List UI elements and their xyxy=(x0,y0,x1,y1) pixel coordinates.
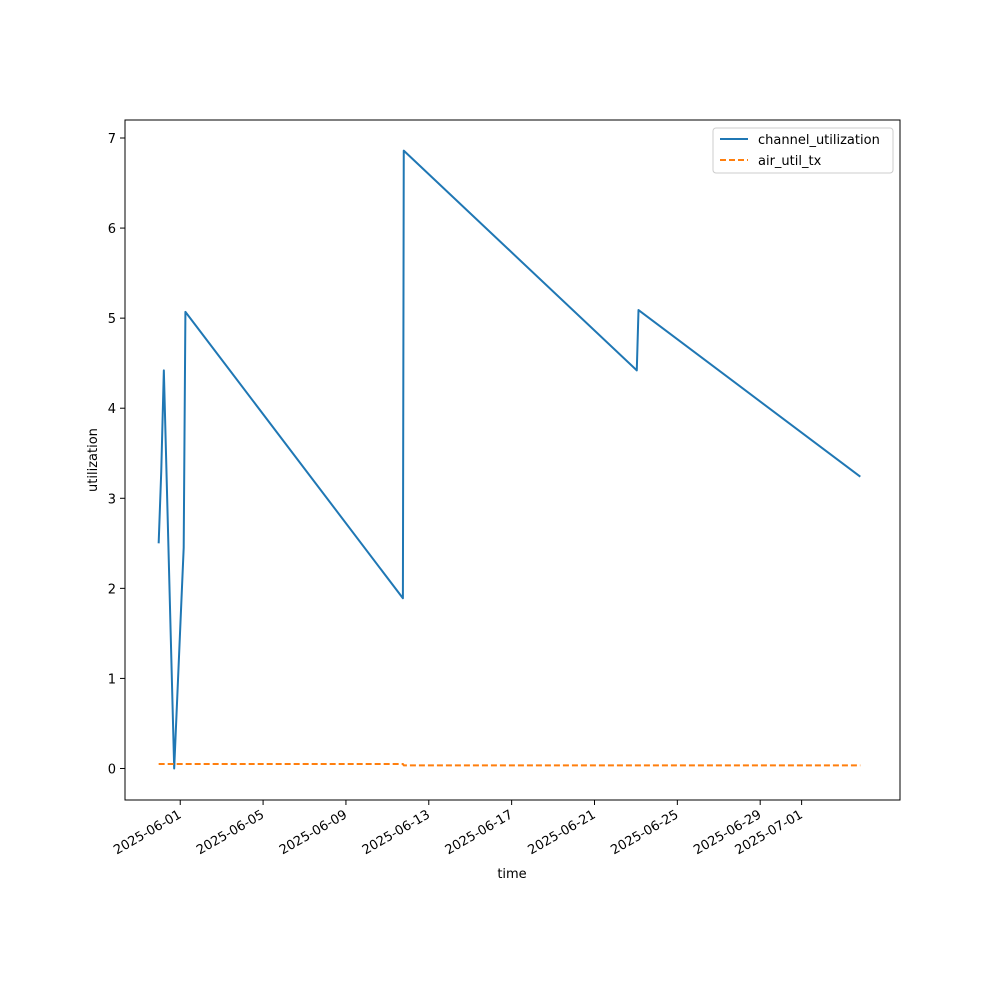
legend-label-channel-utilization: channel_utilization xyxy=(758,133,880,148)
y-tick-label: 6 xyxy=(108,222,116,237)
legend-label-air-util-tx: air_util_tx xyxy=(758,154,822,169)
y-tick-label: 4 xyxy=(108,402,116,417)
legend: channel_utilization air_util_tx xyxy=(712,127,894,174)
y-axis-label: utilization xyxy=(86,428,101,492)
y-tick-label: 5 xyxy=(108,312,116,327)
plot-area xyxy=(125,120,900,800)
legend-box xyxy=(712,127,894,174)
series-line-channel-utilization xyxy=(157,149,861,770)
axes-layer xyxy=(124,119,901,801)
y-tick-label: 1 xyxy=(108,672,116,687)
x-axis-label: time xyxy=(497,867,526,882)
y-tick-label: 3 xyxy=(108,492,116,507)
y-axis: 0 1 2 3 4 5 6 7 xyxy=(108,132,125,777)
series-layer xyxy=(157,149,861,770)
y-tick-label: 2 xyxy=(108,582,116,597)
series-line-air-util-tx xyxy=(158,762,861,767)
y-tick-label: 0 xyxy=(108,762,116,777)
y-tick-label: 7 xyxy=(108,132,116,147)
plot-frame xyxy=(124,119,901,801)
